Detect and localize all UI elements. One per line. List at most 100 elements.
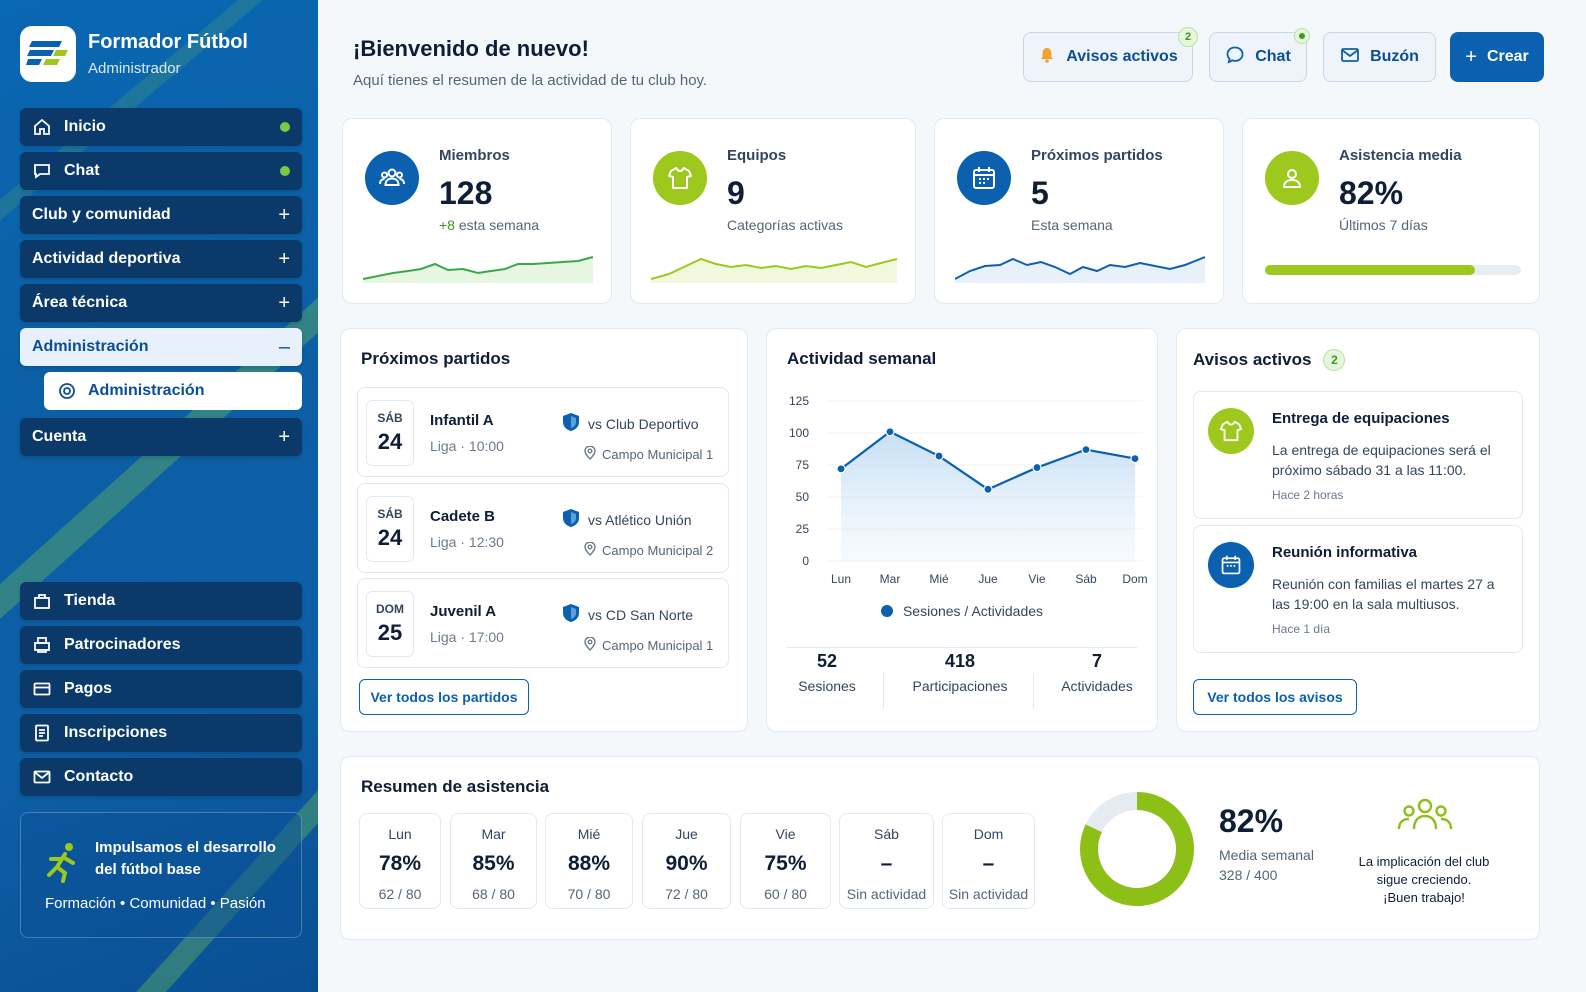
y-tick-label: 0: [802, 554, 809, 568]
crear-button[interactable]: + Crear: [1450, 32, 1544, 82]
match-item[interactable]: SÁB 24 Infantil A Liga · 10:00 vs Club De…: [357, 387, 729, 477]
stat-value: 9: [727, 175, 745, 211]
donut-arc: [1080, 792, 1194, 906]
day-name: Mié: [577, 826, 601, 842]
buzon-button-label: Buzón: [1370, 48, 1419, 65]
match-weekday: SÁB: [377, 411, 403, 425]
match-weekday: SÁB: [377, 507, 403, 521]
match-item[interactable]: SÁB 24 Cadete B Liga · 12:30 vs Atlético …: [357, 483, 729, 573]
shirt-icon: [1208, 408, 1254, 454]
stat-sub: +8 esta semana: [439, 217, 539, 233]
nav-item-inicio[interactable]: Inicio: [20, 108, 302, 146]
buzon-button[interactable]: Buzón: [1323, 32, 1436, 82]
location-icon: [584, 636, 596, 654]
match-venue: Campo Municipal 2: [584, 541, 713, 559]
legend-swatch: [880, 605, 893, 617]
total-value: 52: [816, 651, 838, 671]
main-content: ¡Bienvenido de nuevo! Aquí tienes el res…: [318, 0, 1586, 992]
welcome-header: ¡Bienvenido de nuevo! Aquí tienes el res…: [353, 36, 707, 89]
day-frac: Sin actividad: [948, 886, 1029, 902]
nav-item-cuenta[interactable]: Cuenta +: [20, 418, 302, 456]
day-card[interactable]: Jue 90% 72 / 80: [642, 813, 731, 909]
aviso-title: Entrega de equipaciones: [1272, 410, 1450, 427]
nav-item-administracion[interactable]: Administración –: [20, 328, 302, 366]
match-venue-label: Campo Municipal 1: [602, 638, 714, 653]
ver-avisos-button[interactable]: Ver todos los avisos: [1193, 679, 1357, 715]
match-date: SÁB 24: [366, 496, 414, 562]
day-card[interactable]: Sáb – Sin actividad: [839, 813, 934, 909]
gear-icon: [58, 382, 76, 400]
bell-icon: [1038, 46, 1056, 69]
shield-icon: [562, 412, 580, 435]
stat-card-partidos[interactable]: Próximos partidos 5 Esta semana: [934, 118, 1224, 304]
chat-button-label: Chat: [1255, 48, 1291, 65]
location-icon: [584, 541, 596, 559]
stat-delta: +8: [439, 217, 455, 233]
nav-item-pagos[interactable]: Pagos: [20, 670, 302, 708]
actividad-panel: Actividad semanal 125 100 75 50 25 0 Lun Mar Mié…: [766, 328, 1158, 732]
match-day: 24: [377, 525, 403, 550]
series-area: [841, 431, 1135, 561]
day-card[interactable]: Lun 78% 62 / 80: [359, 813, 441, 909]
stat-card-asistencia[interactable]: Asistencia media 82% Últimos 7 días: [1242, 118, 1540, 304]
day-frac: 70 / 80: [567, 886, 611, 902]
nav-item-club[interactable]: Club y comunidad +: [20, 196, 302, 234]
chat-button[interactable]: Chat: [1209, 28, 1310, 82]
nav-item-area-tecnica[interactable]: Área técnica +: [20, 284, 302, 322]
stat-value: 82%: [1339, 175, 1404, 211]
day-card[interactable]: Dom – Sin actividad: [942, 813, 1035, 909]
match-item[interactable]: DOM 25 Juvenil A Liga · 17:00 vs CD San N…: [357, 578, 729, 668]
nav-label: Administración: [32, 338, 149, 355]
y-tick-label: 100: [789, 426, 809, 440]
stat-value: 5: [1031, 175, 1049, 211]
day-card[interactable]: Mié 88% 70 / 80: [545, 813, 633, 909]
actividad-title: Actividad semanal: [787, 349, 937, 368]
match-venue-label: Campo Municipal 1: [602, 447, 714, 462]
nav-item-chat[interactable]: Chat: [20, 152, 302, 190]
team-icon: [1397, 797, 1453, 842]
stat-card-miembros[interactable]: Miembros 128 +8 esta semana: [342, 118, 612, 304]
match-opponent-label: vs CD San Norte: [588, 606, 694, 623]
match-time: Liga · 17:00: [430, 629, 504, 645]
brand[interactable]: Formador Fútbol Administrador: [20, 26, 248, 82]
x-tick-label: Mié: [929, 572, 949, 586]
legend-label: Sesiones / Actividades: [902, 603, 1044, 619]
aviso-title: Reunión informativa: [1272, 544, 1418, 561]
match-day: 24: [377, 429, 403, 454]
main-nav: Inicio Chat Club y comunidad + Actividad…: [20, 108, 302, 462]
y-tick-label: 50: [796, 490, 810, 504]
stat-card-equipos[interactable]: Equipos 9 Categorías activas: [630, 118, 916, 304]
shirt-icon: [653, 151, 707, 205]
ver-partidos-button[interactable]: Ver todos los partidos: [359, 679, 529, 715]
attendance-progress-fill: [1265, 265, 1475, 275]
aviso-time: Hace 1 día: [1272, 622, 1331, 636]
user-icon: [1265, 151, 1319, 205]
shield-icon: [562, 508, 580, 531]
day-name: Lun: [388, 826, 412, 842]
nav-item-patrocinadores[interactable]: Patrocinadores: [20, 626, 302, 664]
total-label: Participaciones: [912, 678, 1008, 694]
aviso-item[interactable]: Reunión informativa Reunión con familias…: [1193, 525, 1523, 653]
stat-label: Equipos: [727, 147, 787, 164]
nav-item-actividad[interactable]: Actividad deportiva +: [20, 240, 302, 278]
nav-item-tienda[interactable]: Tienda: [20, 582, 302, 620]
divider: [883, 673, 884, 709]
total-sesiones: 52 Sesiones: [767, 651, 887, 694]
match-opponent-label: vs Atlético Unión: [588, 511, 692, 528]
total-participaciones: 418 Participaciones: [900, 651, 1020, 694]
aviso-item[interactable]: Entrega de equipaciones La entrega de eq…: [1193, 391, 1523, 519]
match-time: Liga · 10:00: [430, 438, 504, 454]
online-dot: [280, 166, 290, 176]
nav-subitem-administracion[interactable]: Administración: [44, 372, 302, 410]
secondary-nav: Tienda Patrocinadores Pagos Inscripcione…: [20, 582, 302, 802]
day-card[interactable]: Mar 85% 68 / 80: [450, 813, 537, 909]
nav-item-inscripciones[interactable]: Inscripciones: [20, 714, 302, 752]
sparkline-partidos: [955, 256, 1206, 283]
day-card[interactable]: Vie 75% 60 / 80: [740, 813, 831, 909]
avisos-button[interactable]: Avisos activos 2: [1023, 27, 1198, 82]
nav-item-contacto[interactable]: Contacto: [20, 758, 302, 796]
day-name: Dom: [973, 826, 1004, 842]
runner-icon: [43, 841, 81, 888]
promo-line-2: del fútbol base: [95, 861, 201, 878]
match-day: 25: [377, 620, 403, 645]
